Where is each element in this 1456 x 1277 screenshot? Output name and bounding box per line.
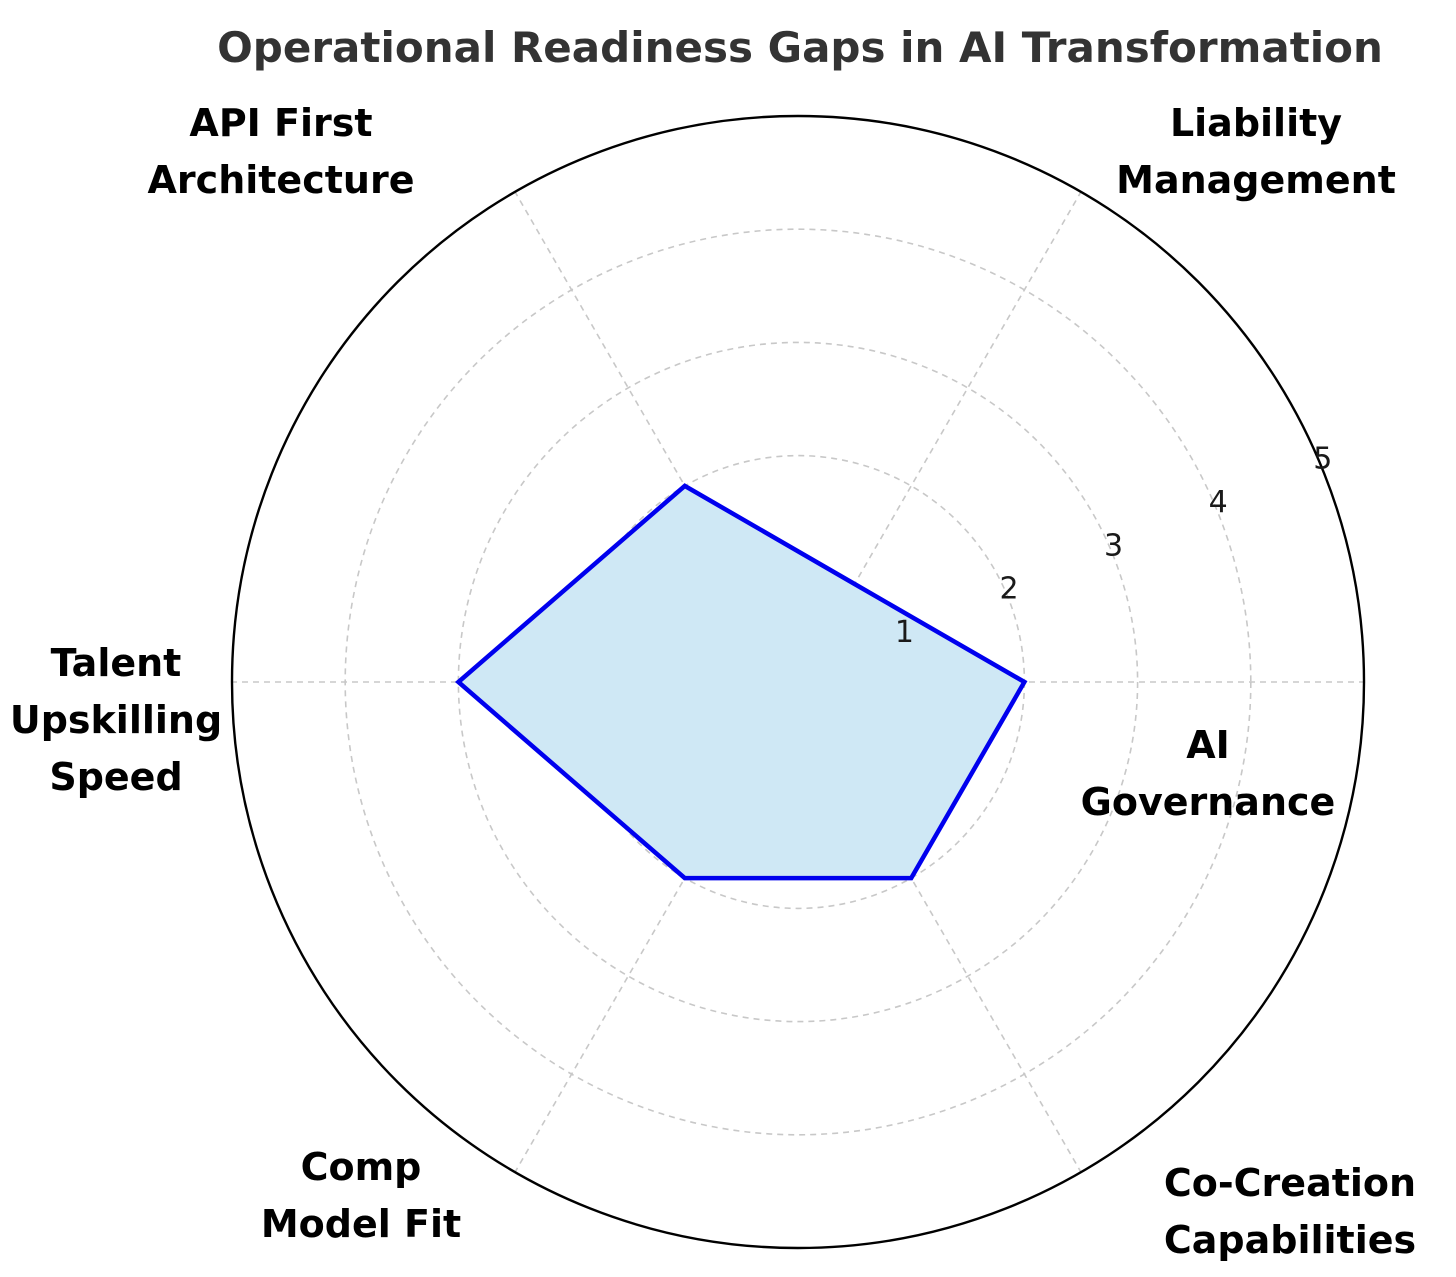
axis-label: API First Architecture bbox=[148, 101, 415, 202]
axis-label: AI Governance bbox=[1081, 723, 1336, 824]
radial-tick-label: 2 bbox=[999, 572, 1018, 607]
axis-label-line: Upskilling bbox=[10, 698, 222, 742]
grid-ring bbox=[344, 228, 1252, 1136]
axis-label-line: Liability bbox=[1170, 101, 1342, 145]
axis-label-line: Talent bbox=[51, 641, 182, 685]
series-area bbox=[454, 483, 1028, 881]
axis-label-line: Governance bbox=[1081, 780, 1336, 824]
radial-tick-label: 5 bbox=[1313, 442, 1332, 477]
axis-label-line: API First bbox=[189, 101, 372, 145]
axis-label: Liability Management bbox=[1116, 101, 1396, 202]
axis-labels: AI Governance Liability Management API First… bbox=[10, 101, 1416, 1262]
axis-label-line: Comp bbox=[301, 1145, 422, 1189]
axis-label-line: Co-Creation bbox=[1164, 1161, 1416, 1205]
axis-label-line: Architecture bbox=[148, 158, 415, 202]
axis-label-line: Speed bbox=[49, 755, 182, 799]
axis-label: Talent Upskilling Speed bbox=[10, 641, 222, 799]
axis-label-line: AI bbox=[1186, 723, 1230, 767]
radial-tick-label: 1 bbox=[895, 615, 914, 650]
axis-label: Comp Model Fit bbox=[261, 1145, 461, 1246]
radial-tick-label: 4 bbox=[1209, 485, 1228, 520]
radial-tick-label: 3 bbox=[1104, 528, 1123, 563]
radial-tick-labels: 1 2 3 4 5 bbox=[895, 442, 1332, 650]
chart-title: Operational Readiness Gaps in AI Transfo… bbox=[217, 23, 1383, 72]
grid-ring bbox=[457, 341, 1139, 1023]
axis-label: Co-Creation Capabilities bbox=[1164, 1161, 1416, 1262]
axis-label-line: Capabilities bbox=[1164, 1218, 1416, 1262]
outer-ring bbox=[230, 114, 1366, 1250]
grid bbox=[230, 114, 1366, 1250]
axis-label-line: Model Fit bbox=[261, 1202, 461, 1246]
data-layer bbox=[454, 483, 1028, 881]
axis-label-line: Management bbox=[1116, 158, 1396, 202]
